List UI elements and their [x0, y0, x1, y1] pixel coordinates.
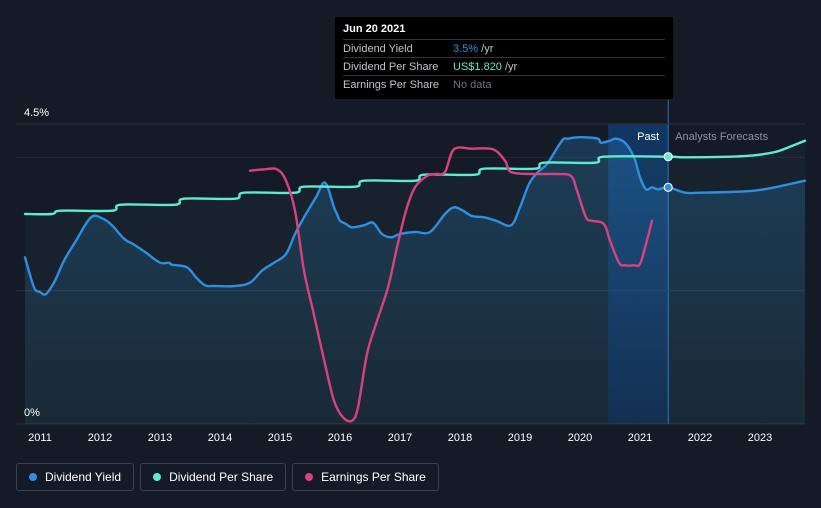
- x-tick-label: 2016: [328, 432, 352, 444]
- past-label: Past: [637, 131, 659, 143]
- x-tick-label: 2017: [388, 432, 412, 444]
- x-tick-label: 2012: [88, 432, 112, 444]
- legend-dot-icon: [153, 473, 162, 481]
- x-tick-label: 2019: [508, 432, 532, 444]
- legend-label: Dividend Per Share: [169, 470, 274, 484]
- legend-item-earnings-per-share[interactable]: Earnings Per Share: [292, 463, 439, 491]
- x-tick-label: 2023: [748, 432, 772, 444]
- hover-marker-point: [663, 152, 673, 162]
- y-tick-label: 4.5%: [24, 107, 49, 119]
- tooltip-date: Jun 20 2021: [343, 23, 406, 35]
- tooltip-label: Dividend Per Share: [343, 60, 439, 73]
- legend-label: Earnings Per Share: [321, 470, 426, 484]
- x-tick-label: 2014: [208, 432, 232, 444]
- tooltip-row-earnings-per-share: Earnings Per Share No data: [343, 75, 665, 93]
- legend-item-dividend-yield[interactable]: Dividend Yield: [16, 463, 135, 491]
- chart-legend: Dividend Yield Dividend Per Share Earnin…: [16, 463, 439, 491]
- hover-marker-point: [663, 182, 673, 192]
- x-tick-label: 2013: [148, 432, 172, 444]
- earnings-per-share-line: [248, 146, 654, 423]
- legend-dot-icon: [29, 473, 37, 481]
- legend-dot-icon: [305, 473, 314, 481]
- tooltip-label: Earnings Per Share: [343, 78, 439, 91]
- x-tick-label: 2015: [268, 432, 292, 444]
- x-tick-label: 2022: [688, 432, 712, 444]
- tooltip-row-dividend-yield: Dividend Yield 3.5% /yr: [343, 39, 665, 57]
- x-tick-label: 2021: [628, 432, 652, 444]
- hover-tooltip: Jun 20 2021 Dividend Yield 3.5% /yr Divi…: [335, 17, 673, 99]
- x-tick-label: 2018: [448, 432, 472, 444]
- x-tick-label: 2020: [568, 432, 592, 444]
- legend-item-dividend-per-share[interactable]: Dividend Per Share: [140, 463, 287, 491]
- x-tick-label: 2011: [28, 432, 52, 444]
- tooltip-label: Dividend Yield: [343, 42, 413, 55]
- legend-label: Dividend Yield: [45, 470, 122, 484]
- tooltip-value: 3.5%: [453, 42, 479, 55]
- tooltip-row-dividend-per-share: Dividend Per Share US$1.820 /yr: [343, 57, 665, 75]
- analysts-forecasts-label: Analysts Forecasts: [675, 131, 768, 143]
- dividend-per-share-line: [23, 139, 807, 216]
- tooltip-value: US$1.820: [453, 60, 502, 73]
- tooltip-value: No data: [453, 78, 492, 91]
- y-tick-label: 0%: [24, 407, 40, 419]
- dividend-yield-area: [25, 137, 805, 424]
- tooltip-unit: /yr: [501, 60, 518, 73]
- dividend-per-share-area: [25, 140, 805, 424]
- tooltip-unit: /yr: [478, 42, 494, 55]
